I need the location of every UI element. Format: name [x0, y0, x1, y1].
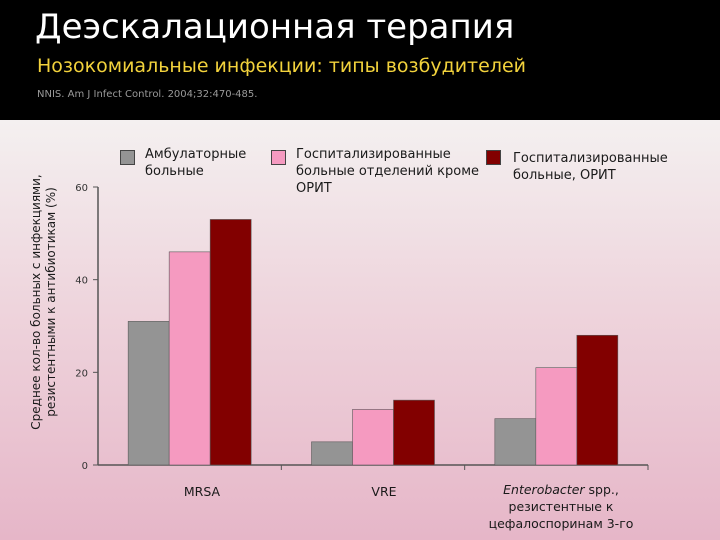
source-citation: NNIS. Am J Infect Control. 2004;32:470-4… [37, 89, 258, 100]
legend-label-icu: Госпитализированные больные, ОРИТ [513, 151, 668, 183]
bar [535, 367, 578, 466]
bar [168, 251, 211, 466]
bar [209, 219, 252, 466]
slide-subtitle: Нозокомиальные инфекции: типы возбудител… [37, 55, 526, 77]
y-tick-label: 60 [75, 183, 88, 194]
bar [127, 321, 170, 466]
bar [311, 441, 353, 466]
bar [494, 418, 537, 466]
category-label-vre: VRE [371, 484, 397, 499]
legend-swatch-outpatient [120, 150, 135, 165]
slide-title: Деэскалационная терапия [35, 7, 515, 47]
category-label-enterobacter: Enterobacter spp., резистентные к цефало… [476, 481, 646, 532]
bar [393, 399, 435, 466]
slide-header: Деэскалационная терапия Нозокомиальные и… [0, 0, 720, 120]
legend-swatch-icu [486, 150, 501, 165]
category-label-enterobacter-genus: Enterobacter [503, 482, 585, 497]
chart-panel [0, 120, 720, 540]
y-tick-label: 40 [75, 276, 88, 287]
legend-label-outpatient: Амбулаторные больные [145, 147, 247, 179]
y-tick-label: 0 [82, 461, 88, 472]
legend-label-non-icu: Госпитализированные больные отделений кр… [296, 147, 480, 196]
bar [352, 409, 394, 466]
category-label-mrsa: MRSA [183, 484, 221, 499]
y-tick-label: 20 [75, 368, 88, 379]
legend-swatch-non-icu [271, 150, 286, 165]
bar [576, 334, 619, 466]
category-label-enterobacter-rest: spp., резистентные к цефалоспоринам 3-го [488, 482, 634, 531]
